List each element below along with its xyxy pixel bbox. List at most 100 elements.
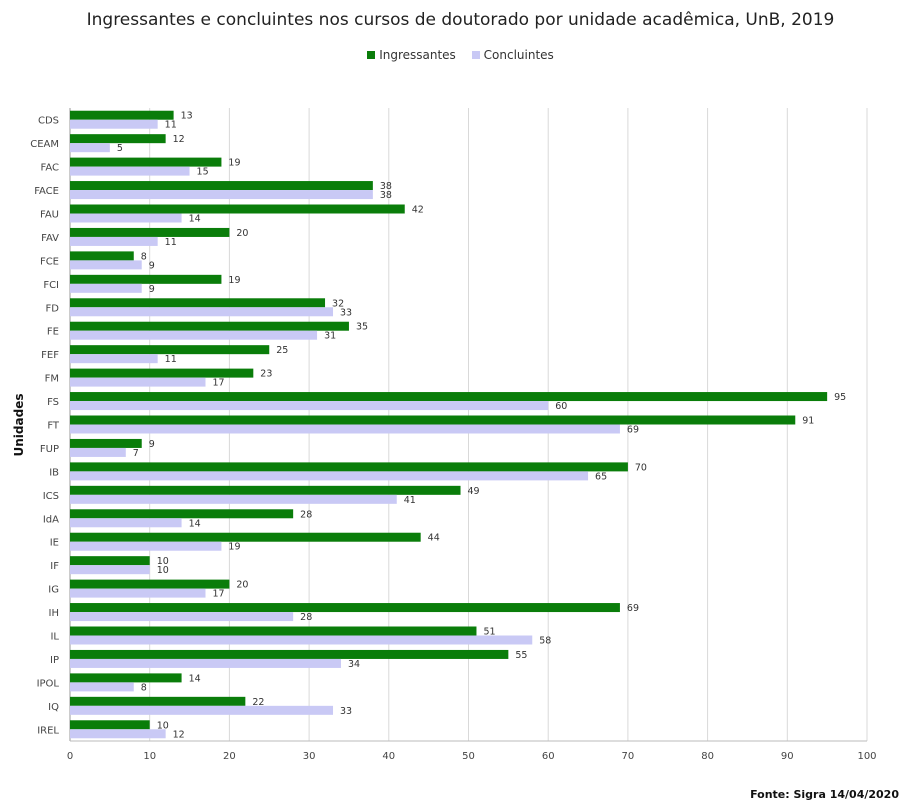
value-label-ingressantes-fce: 8 [141, 251, 147, 262]
value-label-ingressantes-fci: 19 [228, 275, 240, 286]
category-label-ft: FT [47, 421, 60, 432]
value-label-concluintes-fci: 9 [149, 284, 155, 295]
value-label-ingressantes-iq: 22 [252, 697, 264, 708]
value-label-ingressantes-ceam: 12 [173, 134, 185, 145]
category-label-fef: FEF [41, 350, 59, 361]
bar-ingressantes-cds [70, 110, 174, 120]
bar-ingressantes-irel [70, 720, 150, 730]
value-label-concluintes-fce: 9 [149, 260, 155, 271]
bar-ingressantes-face [70, 181, 373, 191]
bar-concluintes-fs [70, 401, 549, 411]
value-label-concluintes-il: 58 [539, 636, 551, 647]
value-label-concluintes-fm: 17 [212, 378, 224, 389]
value-label-ingressantes-fau: 42 [412, 205, 424, 216]
category-label-if: IF [50, 561, 59, 572]
bar-concluintes-ie [70, 541, 222, 551]
bar-ingressantes-fup [70, 438, 142, 448]
category-label-ics: ICS [43, 491, 59, 502]
value-label-ingressantes-fd: 32 [332, 298, 344, 309]
x-tick-label-50: 50 [462, 751, 475, 762]
legend-swatch-concluintes [471, 51, 480, 59]
x-tick-label-10: 10 [143, 751, 156, 762]
chart-title: Ingressantes e concluintes nos cursos de… [86, 10, 835, 30]
category-label-fup: FUP [40, 444, 59, 455]
value-label-concluintes-cds: 11 [165, 120, 177, 131]
value-label-concluintes-if: 10 [157, 565, 169, 576]
bar-ingressantes-fe [70, 321, 349, 331]
category-label-fs: FS [47, 397, 59, 408]
bar-concluintes-ceam [70, 143, 110, 153]
value-label-ingressantes-ida: 28 [300, 509, 312, 520]
value-label-ingressantes-ics: 49 [468, 486, 480, 497]
category-label-iq: IQ [48, 702, 59, 713]
bar-concluintes-face [70, 190, 373, 200]
category-label-ida: IdA [43, 514, 59, 525]
value-label-concluintes-fs: 60 [555, 401, 567, 412]
value-label-concluintes-fau: 14 [189, 214, 201, 225]
value-label-concluintes-face: 38 [380, 190, 392, 201]
value-label-concluintes-fac: 15 [197, 167, 209, 178]
value-label-concluintes-ip: 34 [348, 659, 360, 670]
value-label-ingressantes-ipol: 14 [189, 673, 201, 684]
bar-concluintes-fav [70, 236, 158, 246]
value-label-concluintes-ie: 19 [228, 542, 240, 553]
value-label-concluintes-ih: 28 [300, 612, 312, 623]
bar-concluintes-ib [70, 471, 589, 481]
bar-concluintes-irel [70, 729, 166, 739]
bar-ingressantes-fef [70, 345, 270, 355]
value-label-ingressantes-ie: 44 [428, 533, 440, 544]
legend-item-ingressantes: Ingressantes [367, 48, 456, 62]
category-label-ib: IB [49, 467, 59, 478]
x-tick-label-0: 0 [67, 751, 73, 762]
bar-ingressantes-ih [70, 603, 620, 613]
value-label-ingressantes-il: 51 [483, 627, 495, 638]
bar-ingressantes-iq [70, 696, 246, 706]
bar-ingressantes-fau [70, 204, 405, 214]
x-tick-label-20: 20 [223, 751, 236, 762]
value-label-ingressantes-cds: 13 [181, 111, 193, 122]
bar-ingressantes-ida [70, 509, 294, 519]
category-label-fe: FE [47, 327, 59, 338]
bar-ingressantes-ib [70, 462, 628, 472]
bar-concluintes-ip [70, 658, 341, 668]
legend-label-ingressantes: Ingressantes [379, 48, 456, 62]
value-label-ingressantes-ft: 91 [802, 416, 814, 427]
bar-ingressantes-fav [70, 227, 230, 237]
value-label-concluintes-ft: 69 [627, 425, 639, 436]
bar-ingressantes-fac [70, 157, 222, 167]
value-label-ingressantes-ih: 69 [627, 603, 639, 614]
category-label-cds: CDS [38, 116, 59, 127]
bar-concluintes-fef [70, 354, 158, 364]
bar-ingressantes-ie [70, 532, 421, 542]
x-tick-label-90: 90 [781, 751, 794, 762]
value-label-concluintes-fe: 31 [324, 331, 336, 342]
legend-swatch-ingressantes [367, 51, 376, 59]
category-label-fau: FAU [40, 210, 59, 221]
bar-concluintes-ipol [70, 682, 134, 692]
bar-concluintes-il [70, 635, 533, 645]
value-label-concluintes-ceam: 5 [117, 143, 123, 154]
legend: Ingressantes Concluintes [0, 48, 921, 62]
x-tick-label-80: 80 [701, 751, 714, 762]
category-label-fce: FCE [40, 256, 59, 267]
value-label-concluintes-ida: 14 [189, 518, 201, 529]
bar-ingressantes-ceam [70, 134, 166, 144]
bar-concluintes-ft [70, 424, 620, 434]
legend-label-concluintes: Concluintes [483, 48, 554, 62]
bar-concluintes-fup [70, 447, 126, 457]
category-label-fac: FAC [41, 163, 59, 174]
bar-concluintes-fd [70, 307, 334, 317]
value-label-concluintes-ib: 65 [595, 471, 607, 482]
category-label-face: FACE [34, 186, 59, 197]
x-tick-label-30: 30 [303, 751, 316, 762]
value-label-ingressantes-fm: 23 [260, 369, 272, 380]
bar-ingressantes-fs [70, 392, 828, 402]
bar-ingressantes-ft [70, 415, 796, 425]
value-label-ingressantes-fav: 20 [236, 228, 248, 239]
value-label-ingressantes-irel: 10 [157, 720, 169, 731]
value-label-ingressantes-ip: 55 [515, 650, 527, 661]
bar-concluintes-ida [70, 518, 182, 528]
bar-ingressantes-ipol [70, 673, 182, 683]
value-label-concluintes-ig: 17 [212, 589, 224, 600]
